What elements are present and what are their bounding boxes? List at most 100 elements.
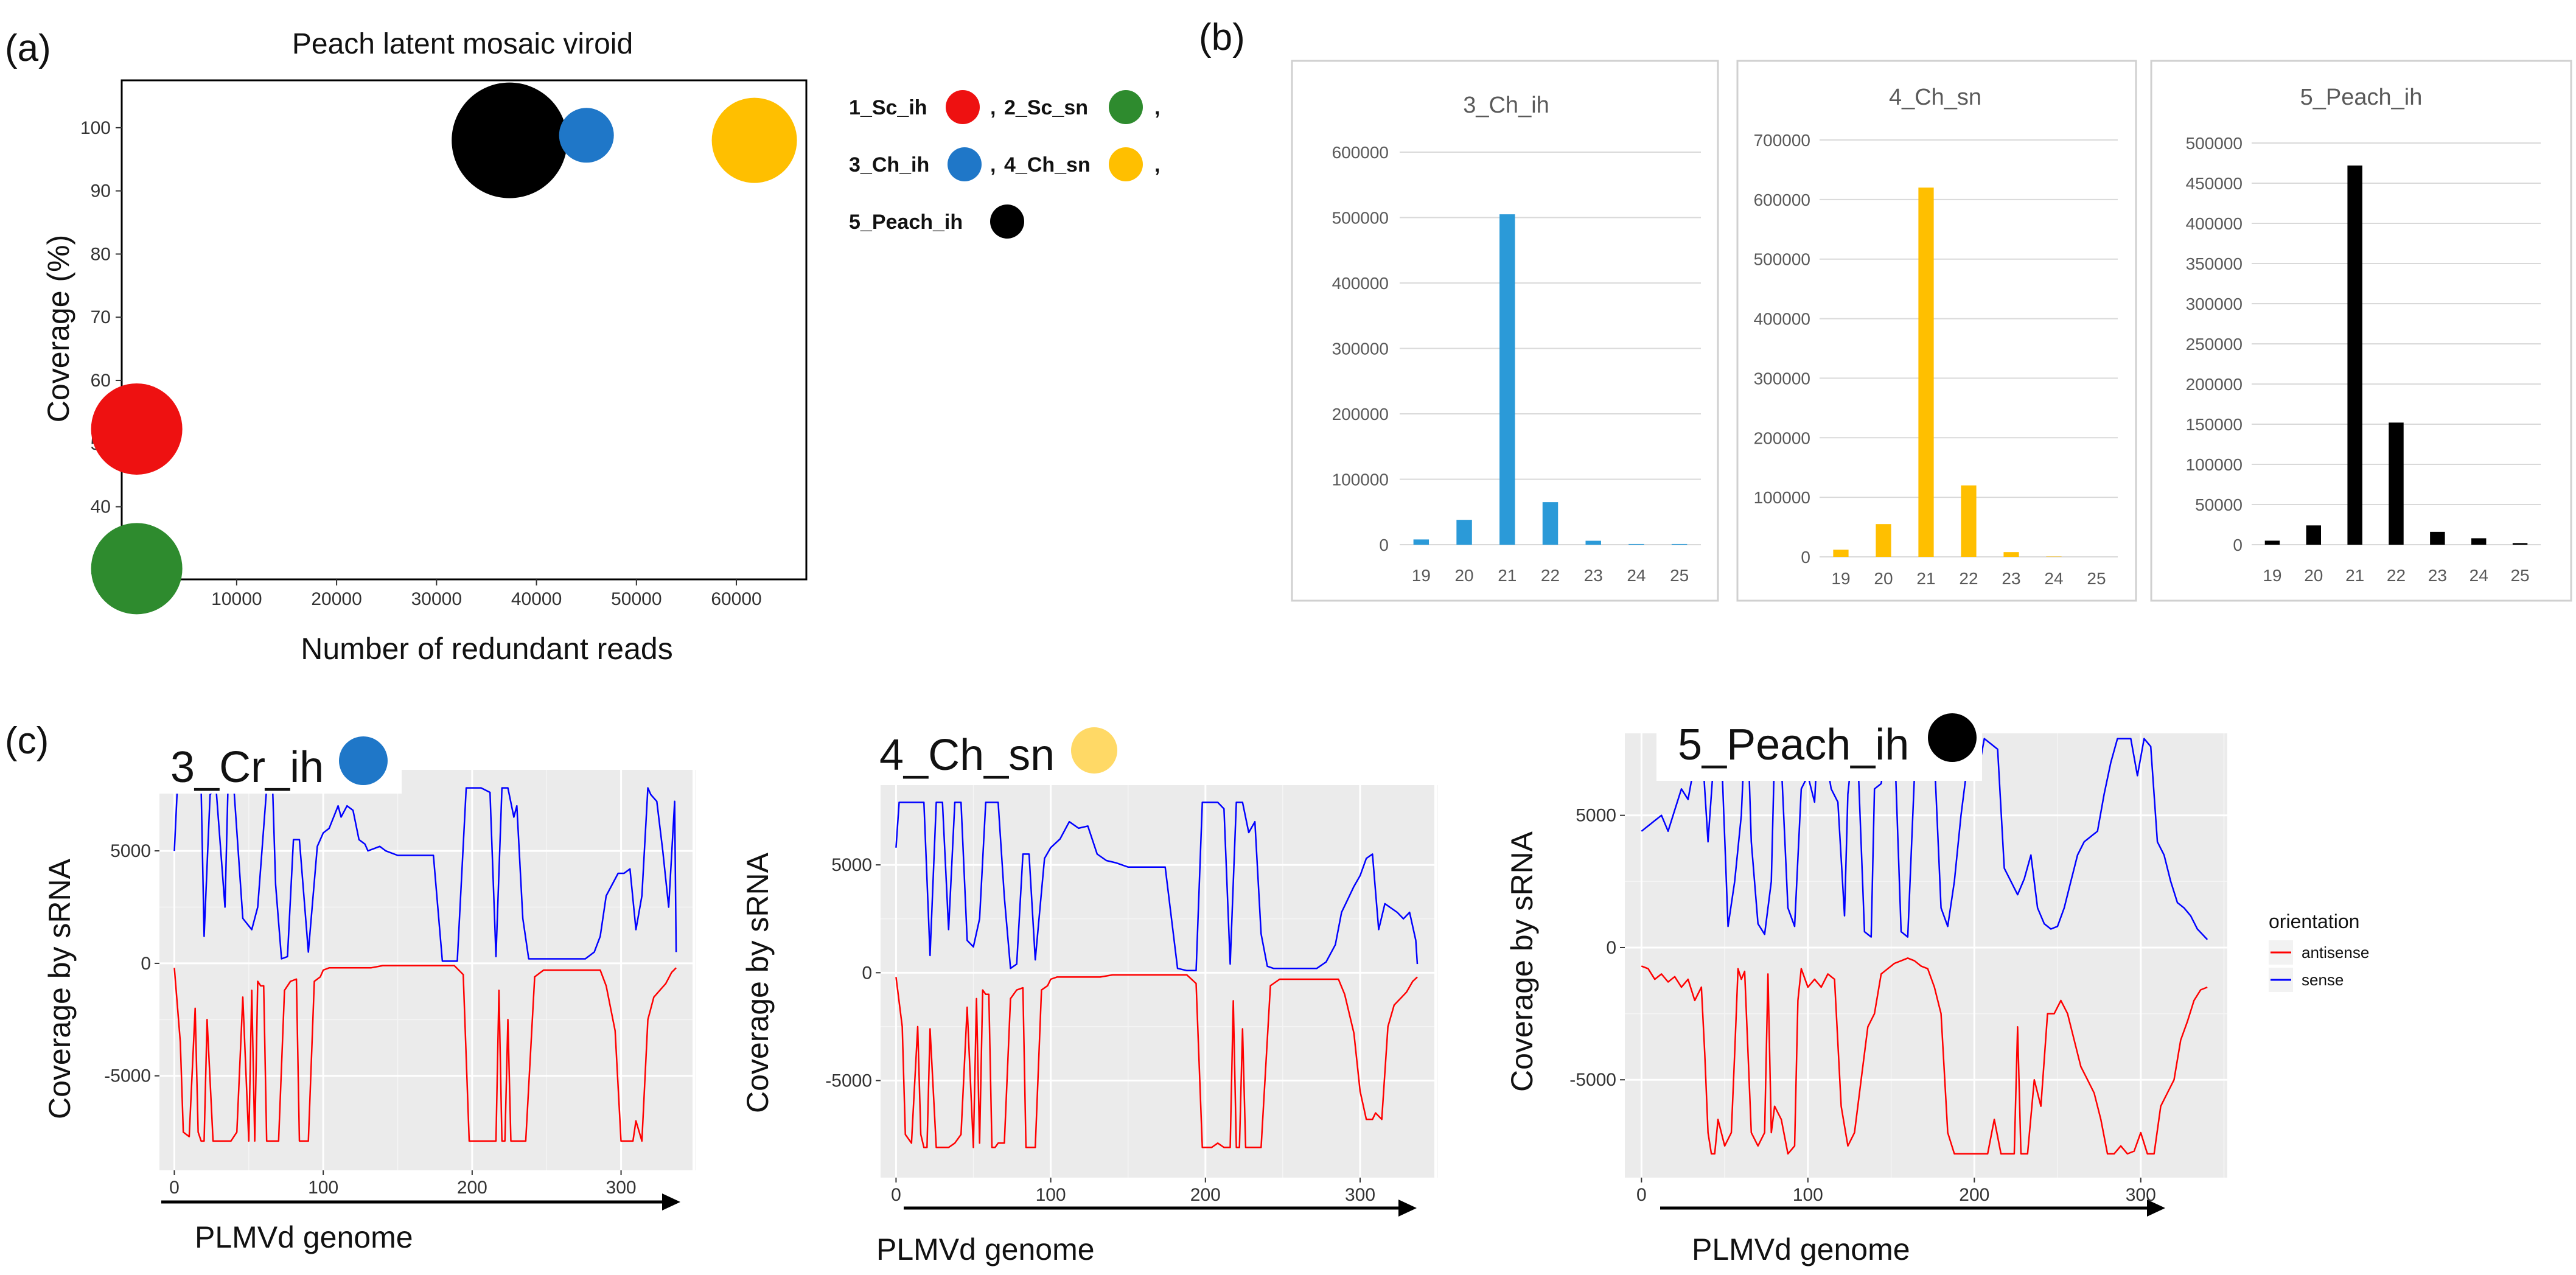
coverage-x-label: PLMVd genome — [876, 1232, 1095, 1266]
bar-chart-title: 3_Ch_ih — [1463, 93, 1549, 118]
orientation-legend-title: orientation — [2269, 910, 2359, 932]
x-tick-label: 0 — [169, 1178, 180, 1198]
bar-y-tick-label: 250000 — [2186, 335, 2243, 354]
coverage-y-label: Coverage by sRNA — [1505, 831, 1539, 1092]
coverage-title-marker — [1928, 713, 1977, 762]
scatter-x-label: Number of redundant reads — [301, 632, 672, 666]
x-tick-label: 30000 — [411, 589, 462, 609]
bar-21 — [1918, 187, 1934, 557]
x-tick-label: 100 — [308, 1178, 338, 1198]
bar-chart-frame — [1736, 60, 2137, 602]
coverage-chart-4-ch-sn: 0 100 200 300 -5000 0 5000 4_Ch_sn PLMVd genom… — [741, 721, 1438, 1266]
x-tick-label: 40000 — [511, 589, 562, 609]
bar-chart-title: 5_Peach_ih — [2300, 85, 2423, 110]
coverage-y-label: Coverage by sRNA — [741, 852, 775, 1113]
x-tick-label: 10000 — [211, 589, 262, 609]
legend-label-5: 5_Peach_ih — [849, 211, 963, 234]
bar-y-tick-label: 600000 — [1332, 143, 1389, 162]
scatter-point-5-peach-ih — [452, 82, 568, 198]
bar-category-label: 21 — [2345, 566, 2364, 585]
bar-category-label: 23 — [1584, 566, 1603, 585]
bar-19 — [1413, 539, 1429, 545]
bar-y-tick-label: 300000 — [1754, 369, 1810, 388]
legend-sep-3: , — [990, 153, 996, 176]
bar-24 — [1628, 543, 1644, 545]
bar-category-label: 20 — [1874, 569, 1893, 588]
bar-y-tick-label: 500000 — [2186, 134, 2243, 153]
sense-coverage-line — [895, 802, 1419, 972]
bar-23 — [2430, 531, 2445, 545]
bar-23 — [1585, 540, 1601, 545]
bar-21 — [1499, 214, 1515, 545]
genome-arrow-head — [2147, 1200, 2165, 1217]
scatter-point-2-sc-sn — [91, 523, 183, 615]
bar-19 — [1833, 550, 1849, 557]
y-tick-label: -5000 — [1569, 1070, 1616, 1090]
x-tick-label: 20000 — [311, 589, 361, 609]
bar-y-tick-label: 100000 — [1332, 470, 1389, 489]
coverage-title: 4_Ch_sn — [879, 731, 1055, 780]
antisense-coverage-line — [173, 965, 677, 1142]
bar-22 — [1961, 485, 1977, 557]
bar-y-tick-label: 0 — [2233, 536, 2243, 554]
bar-category-label: 22 — [2387, 566, 2406, 585]
bar-category-label: 22 — [1959, 569, 1978, 588]
sense-coverage-line — [1641, 735, 2208, 940]
legend-label-3: 3_Ch_ih — [849, 153, 929, 176]
bar-category-label: 21 — [1498, 566, 1517, 585]
x-tick-label: 100 — [1793, 1185, 1823, 1205]
y-tick-label: 60 — [91, 371, 111, 391]
bar-chart-title: 4_Ch_sn — [1889, 85, 1981, 110]
bar-category-label: 24 — [1627, 566, 1646, 585]
x-tick-label: 60000 — [711, 589, 761, 609]
scatter-y-label: Coverage (%) — [41, 235, 75, 422]
legend-swatch-1 — [946, 90, 980, 124]
bar-category-label: 22 — [1541, 566, 1560, 585]
bar-22 — [2389, 422, 2404, 545]
bar-category-label: 19 — [1831, 569, 1850, 588]
x-tick-label: 50000 — [611, 589, 661, 609]
panel-label-b: (b) — [1199, 16, 1245, 58]
scatter-legend: 1_Sc_ih , 2_Sc_sn , 3_Ch_ih , 4_Ch_sn , … — [849, 90, 1160, 239]
x-tick-label: 0 — [1636, 1185, 1647, 1205]
panel-label-c: (c) — [5, 720, 49, 762]
bar-y-tick-label: 0 — [1801, 548, 1810, 567]
bar-category-label: 25 — [2087, 569, 2106, 588]
bar-y-tick-label: 450000 — [2186, 174, 2243, 193]
coverage-title-marker — [339, 736, 388, 785]
bar-20 — [1456, 520, 1472, 545]
bar-y-tick-label: 600000 — [1754, 190, 1810, 209]
orientation-legend: orientation antisense sense — [2269, 910, 2369, 992]
coverage-title-marker — [1071, 727, 1117, 774]
coverage-title: 5_Peach_ih — [1678, 721, 1909, 769]
y-tick-label: 0 — [862, 963, 872, 983]
bar-y-tick-label: 350000 — [2186, 254, 2243, 273]
coverage-plot-area — [159, 770, 693, 1170]
bar-19 — [2264, 540, 2280, 545]
legend-sep-2: , — [1154, 96, 1160, 119]
legend-sep-4: , — [1154, 153, 1160, 176]
coverage-y-label: Coverage by sRNA — [43, 858, 77, 1119]
x-tick-label: 100 — [1036, 1185, 1066, 1205]
coverage-plot-area — [1625, 733, 2227, 1178]
y-tick-label: 5000 — [1576, 806, 1616, 826]
bar-category-label: 24 — [2470, 566, 2488, 585]
bar-category-label: 19 — [2263, 566, 2281, 585]
y-tick-label: 80 — [91, 244, 111, 264]
legend-label-4: 4_Ch_sn — [1004, 153, 1091, 176]
coverage-chart-3-cr-ih: 0 100 200 300 -5000 0 5000 3_Cr_ih PLMVd genom… — [43, 728, 696, 1254]
bar-y-tick-label: 200000 — [1754, 428, 1810, 447]
bar-category-label: 23 — [2002, 569, 2020, 588]
legend-label-2: 2_Sc_sn — [1004, 96, 1088, 119]
bar-chart-4-ch-sn: 4_Ch_sn 0 100000 200000 300000 400000 500000 6… — [1736, 60, 2137, 602]
legend-swatch-3 — [948, 147, 982, 181]
bar-y-tick-label: 200000 — [1332, 405, 1389, 424]
y-tick-label: 0 — [1606, 938, 1616, 958]
bar-category-label: 25 — [1670, 566, 1689, 585]
bar-category-label: 20 — [2304, 566, 2323, 585]
genome-arrow-head — [662, 1193, 680, 1210]
bar-21 — [2347, 165, 2362, 545]
bar-category-label: 23 — [2428, 566, 2447, 585]
